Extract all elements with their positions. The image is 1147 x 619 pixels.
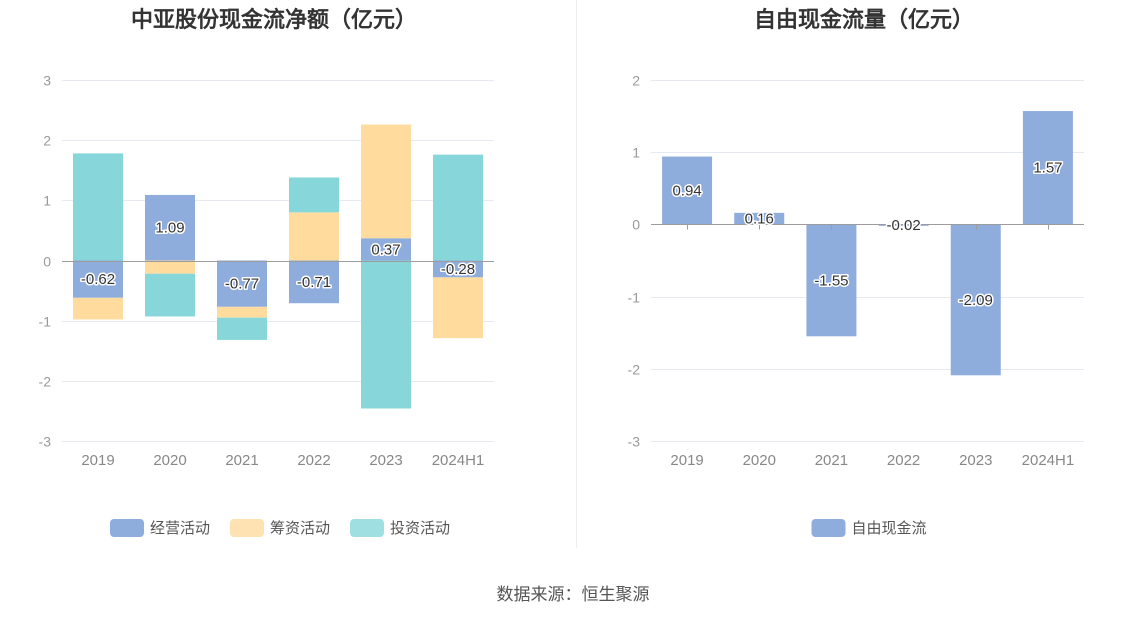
free-cashflow-data-label: 1.57 bbox=[1033, 160, 1062, 177]
free-cashflow-data-label: 0.94 bbox=[672, 182, 701, 199]
data-source-note: 数据来源：恒生聚源 bbox=[497, 585, 650, 604]
free-cashflow-x-tick-label: 2020 bbox=[743, 452, 776, 469]
net-cashflow-chart: 中亚股份现金流净额（亿元） -3 -2 -1 0 1 2 3 2019 2020 2021 2022… bbox=[39, 7, 494, 537]
net-cashflow-data-label: -0.77 bbox=[225, 276, 259, 293]
free-cashflow-data-label: -1.55 bbox=[814, 272, 848, 289]
free-cashflow-y-tick-label: 2 bbox=[632, 73, 640, 89]
net-cashflow-bar-s2-2020 bbox=[145, 260, 195, 274]
free-cashflow-x-tick-label: 2023 bbox=[959, 452, 992, 469]
free-cashflow-y-tick-label: 0 bbox=[632, 217, 640, 233]
net-cashflow-y-tick-label: 1 bbox=[43, 193, 51, 209]
free-cashflow-bar-s1-2022 bbox=[878, 224, 929, 226]
net-cashflow-x-tick-label: 2020 bbox=[153, 452, 186, 469]
net-cashflow-bars bbox=[73, 124, 483, 409]
net-cashflow-data-label: -0.62 bbox=[81, 271, 115, 288]
free-cashflow-legend: 自由现金流 bbox=[811, 519, 927, 537]
free-cashflow-bar-s1-2024h1 bbox=[1022, 111, 1073, 225]
net-cashflow-x-tick-label: 2023 bbox=[369, 452, 402, 469]
free-cashflow-y-tick-label: -3 bbox=[628, 434, 641, 450]
free-cashflow-data-label: -0.02 bbox=[886, 217, 920, 234]
free-cashflow-data-labels: 0.94 0.16 -1.55 -0.02 -2.09 1.57 bbox=[671, 158, 1064, 310]
net-cashflow-legend-item-2[interactable]: 筹资活动 bbox=[230, 519, 330, 537]
free-cashflow-x-axis-labels: 2019 2020 2021 2022 2023 2024H1 bbox=[670, 224, 1075, 469]
net-cashflow-legend-item-1[interactable]: 经营活动 bbox=[110, 519, 210, 537]
net-cashflow-y-tick-label: -3 bbox=[39, 434, 52, 450]
free-cashflow-bars bbox=[662, 111, 1073, 376]
free-cashflow-bar-s1-2021 bbox=[806, 224, 857, 337]
free-cashflow-bar-s1-2023 bbox=[950, 224, 1001, 376]
net-cashflow-bar-s1-2019 bbox=[73, 260, 123, 298]
free-cashflow-chart-title: 自由现金流量（亿元） bbox=[754, 7, 974, 32]
net-cashflow-bar-s3-2020 bbox=[145, 273, 195, 317]
net-cashflow-bar-s3-2024h1 bbox=[433, 154, 483, 261]
legend-swatch bbox=[350, 519, 384, 537]
net-cashflow-bar-s3-2022 bbox=[289, 177, 339, 213]
free-cashflow-grid: -3 -2 -1 0 1 2 bbox=[628, 73, 1084, 450]
free-cashflow-data-label: 0.16 bbox=[745, 211, 774, 228]
net-cashflow-y-tick-label: 3 bbox=[43, 73, 51, 89]
net-cashflow-bar-s1-2024h1 bbox=[433, 260, 483, 278]
free-cashflow-y-tick-label: -2 bbox=[628, 362, 641, 378]
free-cashflow-y-tick-label: -1 bbox=[628, 290, 641, 306]
legend-swatch bbox=[110, 519, 144, 537]
net-cashflow-data-label: 0.37 bbox=[371, 241, 400, 258]
net-cashflow-bar-s1-2023 bbox=[361, 238, 411, 261]
free-cashflow-x-tick-label: 2021 bbox=[815, 452, 848, 469]
free-cashflow-data-label: -2.09 bbox=[959, 292, 993, 309]
net-cashflow-bar-s2-2024h1 bbox=[433, 277, 483, 339]
net-cashflow-legend-item-3[interactable]: 投资活动 bbox=[350, 519, 450, 537]
legend-label: 筹资活动 bbox=[270, 520, 330, 537]
legend-label: 自由现金流 bbox=[852, 520, 927, 537]
net-cashflow-bar-s2-2019 bbox=[73, 297, 123, 320]
net-cashflow-y-tick-label: 2 bbox=[43, 133, 51, 149]
net-cashflow-legend: 经营活动 筹资活动 投资活动 bbox=[110, 519, 450, 537]
net-cashflow-bar-s3-2019 bbox=[73, 153, 123, 261]
free-cashflow-chart: 自由现金流量（亿元） -3 -2 -1 0 1 2 2019 2020 2021 2022 2023… bbox=[628, 7, 1084, 537]
net-cashflow-bar-s3-2023 bbox=[361, 260, 411, 409]
net-cashflow-x-tick-label: 2019 bbox=[81, 452, 114, 469]
net-cashflow-data-label: 1.09 bbox=[155, 220, 184, 237]
legend-label: 投资活动 bbox=[390, 520, 450, 537]
legend-label: 经营活动 bbox=[150, 520, 210, 537]
net-cashflow-x-tick-label: 2021 bbox=[225, 452, 258, 469]
net-cashflow-x-tick-label: 2022 bbox=[297, 452, 330, 469]
net-cashflow-bar-s1-2020 bbox=[145, 194, 195, 261]
net-cashflow-y-tick-label: -1 bbox=[39, 314, 52, 330]
free-cashflow-x-tick-label: 2024H1 bbox=[1022, 452, 1075, 469]
net-cashflow-bar-s2-2023 bbox=[361, 124, 411, 239]
net-cashflow-x-tick-label: 2024H1 bbox=[432, 452, 485, 469]
net-cashflow-bar-s1-2021 bbox=[217, 260, 267, 307]
legend-swatch bbox=[230, 519, 264, 537]
net-cashflow-y-tick-label: -2 bbox=[39, 374, 52, 390]
net-cashflow-bar-s2-2022 bbox=[289, 212, 339, 261]
net-cashflow-bar-s2-2021 bbox=[217, 306, 267, 318]
net-cashflow-y-tick-label: 0 bbox=[43, 254, 51, 270]
net-cashflow-grid: -3 -2 -1 0 1 2 3 bbox=[39, 73, 494, 450]
net-cashflow-data-labels: -0.62 1.09 -0.77 -0.71 0.37 -0.28 bbox=[79, 218, 476, 294]
free-cashflow-bar-s1-2019 bbox=[662, 156, 713, 225]
free-cashflow-y-tick-label: 1 bbox=[632, 145, 640, 161]
free-cashflow-legend-item-1[interactable]: 自由现金流 bbox=[811, 519, 927, 537]
net-cashflow-x-axis-labels: 2019 2020 2021 2022 2023 2024H1 bbox=[81, 452, 484, 469]
net-cashflow-data-label: -0.71 bbox=[297, 274, 331, 291]
free-cashflow-bar-s1-2020 bbox=[734, 212, 785, 225]
legend-swatch bbox=[811, 519, 846, 537]
free-cashflow-x-tick-label: 2019 bbox=[670, 452, 703, 469]
net-cashflow-data-label: -0.28 bbox=[441, 261, 475, 278]
net-cashflow-bar-s3-2021 bbox=[217, 317, 267, 340]
net-cashflow-bar-s1-2022 bbox=[289, 260, 339, 304]
net-cashflow-chart-title: 中亚股份现金流净额（亿元） bbox=[131, 7, 417, 32]
free-cashflow-x-tick-label: 2022 bbox=[887, 452, 920, 469]
